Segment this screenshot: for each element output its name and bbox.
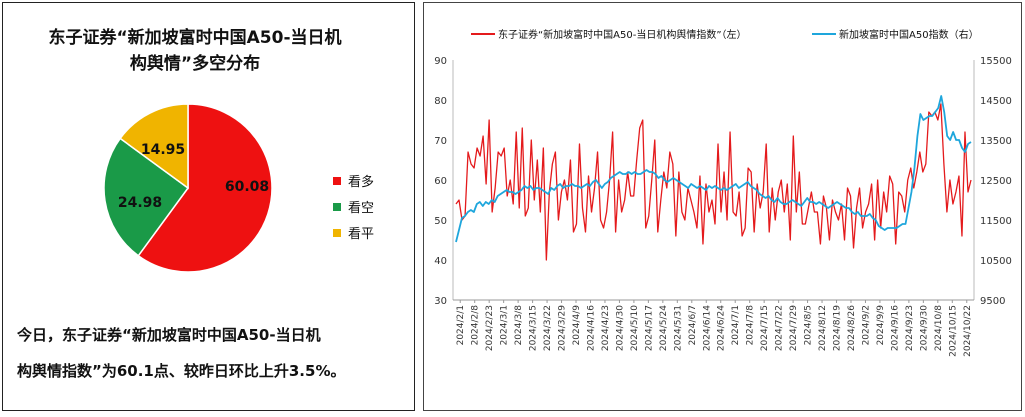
x-tick-label: 2024/6/14 (702, 305, 712, 351)
x-tick-label: 2024/5/31 (673, 305, 683, 351)
x-tick-label: 2024/8/12 (818, 305, 828, 351)
pie-slice (119, 103, 189, 190)
x-tick-label: 2024/7/15 (760, 305, 770, 351)
x-tick-label: 2024/9/16 (890, 305, 900, 351)
pie-title-line2: 构舆情”多空分布 (129, 54, 261, 74)
x-tick-label: 2024/9/23 (905, 305, 915, 351)
legend-swatch (333, 203, 341, 211)
x-tick-label: 2024/6/7 (688, 305, 698, 345)
x-tick-label: 2024/9/30 (919, 305, 929, 351)
x-tick-label: 2024/9/9 (876, 305, 886, 346)
pie-value-label: 60.08 (225, 179, 269, 195)
y-left-tick-label: 50 (434, 216, 447, 227)
y-left-tick-label: 60 (434, 176, 447, 187)
summary-text: 今日，东子证券“新加坡富时中国A50-当日机 构舆情指数”为60.1点、较昨日环… (17, 317, 412, 389)
x-tick-label: 2024/5/17 (644, 305, 654, 351)
x-tick-label: 2024/3/22 (543, 305, 553, 351)
x-tick-label: 2024/2/1 (456, 305, 466, 345)
pie-panel: 东子证券“新加坡富时中国A50-当日机 构舆情”多空分布 60.08 24.98 1… (2, 2, 415, 411)
x-tick-label: 2024/5/24 (659, 305, 669, 351)
y-right-tick-label: 9500 (980, 296, 1005, 307)
line-panel: 东子证券“新加坡富时中国A50-当日机构舆情指数”（左） 新加坡富时中国A50指数… (423, 2, 1022, 411)
x-tick-label: 2024/8/5 (804, 305, 814, 345)
y-right-tick-label: 10500 (980, 256, 1012, 267)
legend-label-index: 新加坡富时中国A50指数（右） (839, 28, 979, 41)
x-tick-label: 2024/10/8 (934, 305, 944, 351)
x-tick-label: 2024/5/10 (630, 305, 640, 351)
pie-value-label: 24.98 (118, 195, 162, 211)
line-chart: 东子证券“新加坡富时中国A50-当日机构舆情指数”（左） 新加坡富时中国A50指数… (434, 28, 1012, 357)
x-tick-label: 2024/3/29 (558, 305, 568, 351)
x-tick-label: 2024/3/1 (500, 305, 510, 345)
x-tick-label: 2024/4/16 (586, 305, 596, 351)
legend-swatch (333, 229, 341, 237)
index-series-line (455, 95, 972, 243)
x-tick-label: 2024/9/2 (861, 305, 871, 345)
y-right-tick-label: 13500 (980, 136, 1012, 147)
y-right-tick-label: 15500 (980, 56, 1012, 67)
y-left-tick-label: 70 (434, 136, 447, 147)
summary-line1: 今日，东子证券“新加坡富时中国A50-当日机 (17, 326, 321, 344)
x-tick-label: 2024/4/30 (615, 305, 625, 351)
y-left-tick-label: 40 (434, 256, 447, 267)
pie-slice (137, 103, 273, 273)
legend-label-sentiment: 东子证券“新加坡富时中国A50-当日机构舆情指数”（左） (498, 28, 747, 41)
x-tick-label: 2024/3/8 (514, 305, 524, 346)
x-tick-label: 2024/4/9 (572, 305, 582, 346)
y-left-tick-label: 90 (434, 56, 447, 67)
x-tick-label: 2024/4/23 (601, 305, 611, 351)
summary-line2: 构舆情指数”为60.1点、较昨日环比上升3.5%。 (17, 362, 346, 380)
pie-title: 东子证券“新加坡富时中国A50-当日机 构舆情”多空分布 (11, 25, 379, 77)
x-tick-label: 2024/7/1 (731, 305, 741, 345)
x-tick-label: 2024/8/26 (847, 305, 857, 351)
x-tick-label: 2024/2/23 (485, 305, 495, 351)
y-right-tick-label: 12500 (980, 176, 1012, 187)
x-tick-label: 2024/6/24 (717, 305, 727, 351)
pie-value-label: 14.95 (141, 142, 185, 158)
legend-label: 看空 (348, 200, 374, 216)
pie-slice (103, 137, 190, 257)
x-tick-label: 2024/7/29 (789, 305, 799, 351)
y-left-tick-label: 30 (434, 296, 447, 307)
x-tick-label: 2024/7/22 (775, 305, 785, 351)
x-tick-label: 2024/2/8 (471, 305, 481, 346)
x-tick-label: 2024/8/19 (833, 305, 843, 351)
y-right-tick-label: 14500 (980, 96, 1012, 107)
x-tick-label: 2024/10/22 (963, 305, 973, 357)
x-tick-label: 2024/7/8 (746, 305, 756, 346)
x-tick-label: 2024/3/15 (529, 305, 539, 351)
legend-label: 看多 (348, 174, 374, 190)
sentiment-series-line (455, 103, 972, 261)
pie-title-line1: 东子证券“新加坡富时中国A50-当日机 (48, 28, 342, 48)
y-left-tick-label: 80 (434, 96, 447, 107)
legend-swatch (333, 177, 341, 185)
legend-label: 看平 (348, 226, 374, 242)
y-right-tick-label: 11500 (980, 216, 1012, 227)
x-tick-label: 2024/10/15 (948, 305, 958, 357)
